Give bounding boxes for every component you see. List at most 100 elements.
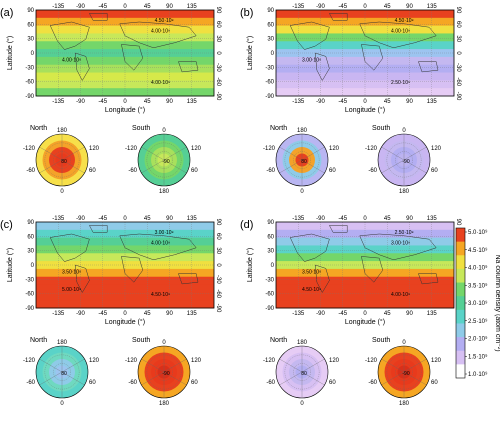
polar-meridian xyxy=(61,159,85,174)
map-band xyxy=(276,245,454,254)
north-polar-plot xyxy=(35,345,89,399)
polar-top-label: 180 xyxy=(297,340,308,346)
map-xlabel: Longitude (°) xyxy=(105,106,145,114)
lon-tick-top: -45 xyxy=(338,4,347,10)
lon-tick-bottom: -90 xyxy=(76,99,85,105)
lat-tick-right: 60 xyxy=(455,21,461,28)
lon-tick-top: 135 xyxy=(187,4,198,10)
lat-tick-left: 60 xyxy=(27,234,34,240)
polar-left-upper-label: -120 xyxy=(23,358,36,364)
polar-top-label: 0 xyxy=(402,340,406,346)
lon-tick-bottom: 90 xyxy=(166,311,173,317)
continent-outline xyxy=(418,273,439,285)
map-band xyxy=(36,25,214,34)
map-band xyxy=(36,237,214,246)
polar-top-label: 0 xyxy=(162,128,166,134)
lat-tick-left: -30 xyxy=(25,277,34,283)
map-band xyxy=(36,49,214,58)
contour-label: 4.00·10⁹ xyxy=(151,80,170,86)
map-frame xyxy=(35,9,215,97)
polar-left-upper-label: -120 xyxy=(125,146,138,152)
lon-tick-bottom: 90 xyxy=(406,311,413,317)
map-frame xyxy=(275,9,455,97)
polar-left-lower-label: -60 xyxy=(26,168,35,174)
contour-label: 3.00·10⁹ xyxy=(302,58,321,64)
colorbar-segment xyxy=(456,282,465,297)
polar-left-upper-label: -120 xyxy=(23,146,36,152)
polar-frame xyxy=(377,133,431,187)
contour-label: 2.50·10⁹ xyxy=(395,230,414,236)
lat-tick-right: 90 xyxy=(215,219,221,226)
polar-center-label: -90 xyxy=(162,371,169,377)
lon-tick-bottom: 135 xyxy=(187,311,198,317)
map-band xyxy=(36,41,214,50)
colorbar-segment xyxy=(456,228,465,243)
polar-right-upper-label: 120 xyxy=(89,358,100,364)
polar-left-lower-label: -60 xyxy=(128,380,137,386)
map-frame xyxy=(35,221,215,309)
colorbar-segment xyxy=(456,255,465,270)
polar-frame xyxy=(275,133,329,187)
polar-right-lower-label: 60 xyxy=(431,380,438,386)
map-ylabel: Latitude (°) xyxy=(246,36,254,70)
world-map xyxy=(35,9,215,97)
map-band xyxy=(276,253,454,262)
lon-tick-bottom: 45 xyxy=(384,99,391,105)
panel-label: (c) xyxy=(0,219,13,231)
contour-label: 3.50·10⁹ xyxy=(62,270,81,276)
polar-meridian xyxy=(163,358,187,373)
continent-outline xyxy=(418,61,439,73)
map-frame xyxy=(275,221,455,309)
lon-tick-top: 45 xyxy=(144,4,151,10)
lat-tick-left: -60 xyxy=(265,292,274,298)
polar-center-label: 80 xyxy=(301,371,307,377)
lon-tick-top: 135 xyxy=(187,216,198,222)
contour-label: 4.00·10⁹ xyxy=(391,292,410,298)
lat-tick-right: 30 xyxy=(455,35,461,42)
map-xlabel: Longitude (°) xyxy=(345,106,385,114)
colorbar-tick-label: 1.0·10⁹ xyxy=(468,371,488,378)
polar-top-label: 0 xyxy=(402,128,406,134)
continent-outline xyxy=(88,13,108,21)
lat-tick-left: -90 xyxy=(265,306,274,312)
map-ylabel: Latitude (°) xyxy=(246,248,254,282)
map-band xyxy=(36,33,214,42)
colorbar-segment xyxy=(456,268,465,284)
map-ylabel: Latitude (°) xyxy=(6,36,14,70)
polar-meridian xyxy=(381,159,405,174)
lon-tick-top: 0 xyxy=(123,216,127,222)
map-band xyxy=(36,229,214,239)
polar-meridian xyxy=(403,159,427,174)
lat-tick-right: -30 xyxy=(215,275,221,284)
colorbar-tick-label: 2.5·10⁹ xyxy=(468,318,488,325)
polar-meridian xyxy=(301,159,325,174)
map-xlabel: Longitude (°) xyxy=(345,318,385,326)
polar-meridian xyxy=(301,146,325,161)
lat-tick-right: -90 xyxy=(215,304,221,313)
map-band xyxy=(36,17,214,27)
lon-tick-top: -45 xyxy=(98,216,107,222)
world-map xyxy=(275,9,455,97)
lat-tick-right: -30 xyxy=(455,63,461,72)
polar-title: South xyxy=(372,337,390,344)
polar-meridian xyxy=(61,371,85,386)
polar-left-upper-label: -120 xyxy=(365,146,378,152)
lon-tick-bottom: -45 xyxy=(98,311,107,317)
lon-tick-top: -90 xyxy=(316,4,325,10)
lon-tick-top: 45 xyxy=(144,216,151,222)
lon-tick-top: -135 xyxy=(52,4,65,10)
polar-right-lower-label: 60 xyxy=(89,168,96,174)
panel-4: (d) -135 -90 -45 0 45 90 135 -135 -90 -45 0 45 90 135 9… xyxy=(240,216,461,407)
polar-top-label: 0 xyxy=(162,340,166,346)
contour-label: 4.00·10⁹ xyxy=(151,240,170,246)
contour-label: 4.50·10⁹ xyxy=(155,18,174,24)
south-polar-plot xyxy=(377,133,431,187)
contour-label: 4.00·10⁹ xyxy=(62,58,81,64)
polar-right-lower-label: 60 xyxy=(89,380,96,386)
contour-label: 4.50·10⁹ xyxy=(151,292,170,298)
north-polar-plot xyxy=(275,345,329,399)
polar-right-lower-label: 60 xyxy=(329,168,336,174)
lon-tick-top: 135 xyxy=(427,216,438,222)
colorbar-tick-label: 4.5·10⁹ xyxy=(468,247,488,254)
